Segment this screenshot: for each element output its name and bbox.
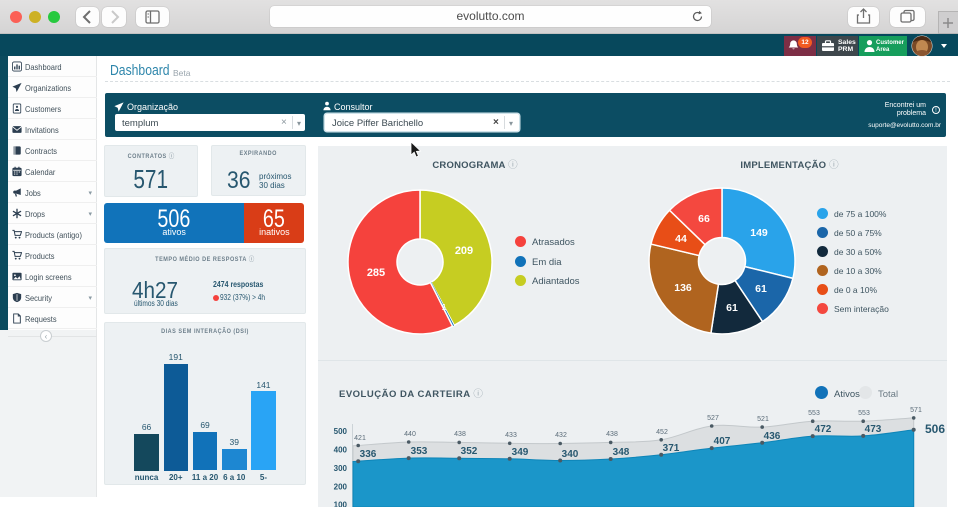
svg-text:433: 433 (505, 432, 517, 439)
svg-text:436: 436 (764, 431, 781, 442)
svg-text:473: 473 (865, 424, 882, 435)
svg-text:432: 432 (555, 432, 567, 439)
svg-text:340: 340 (562, 449, 579, 460)
svg-text:553: 553 (808, 410, 820, 417)
svg-text:400: 400 (334, 445, 348, 454)
svg-text:200: 200 (334, 482, 348, 491)
svg-text:209: 209 (455, 245, 473, 257)
svg-text:452: 452 (656, 429, 668, 436)
svg-text:66: 66 (698, 213, 710, 225)
svg-text:407: 407 (714, 436, 731, 447)
svg-text:352: 352 (461, 446, 478, 457)
svg-text:553: 553 (858, 410, 870, 417)
svg-text:300: 300 (334, 464, 348, 473)
svg-text:353: 353 (411, 446, 428, 457)
svg-text:100: 100 (334, 501, 348, 507)
svg-text:500: 500 (334, 427, 348, 436)
svg-text:136: 136 (674, 282, 692, 294)
svg-text:421: 421 (354, 435, 366, 442)
svg-text:1: 1 (442, 303, 447, 312)
svg-text:285: 285 (367, 267, 385, 279)
svg-text:336: 336 (360, 449, 377, 460)
svg-text:571: 571 (910, 407, 922, 414)
svg-text:61: 61 (755, 283, 767, 295)
svg-text:527: 527 (707, 415, 719, 422)
svg-text:440: 440 (404, 431, 416, 438)
svg-text:472: 472 (815, 424, 832, 435)
svg-text:349: 349 (512, 447, 529, 458)
svg-text:506: 506 (925, 422, 945, 436)
svg-text:348: 348 (613, 447, 630, 458)
svg-text:438: 438 (606, 431, 618, 438)
svg-text:438: 438 (454, 431, 466, 438)
svg-text:61: 61 (726, 302, 738, 314)
svg-text:521: 521 (757, 416, 769, 423)
svg-text:371: 371 (663, 443, 680, 454)
svg-text:149: 149 (750, 227, 768, 239)
svg-text:44: 44 (675, 233, 687, 245)
